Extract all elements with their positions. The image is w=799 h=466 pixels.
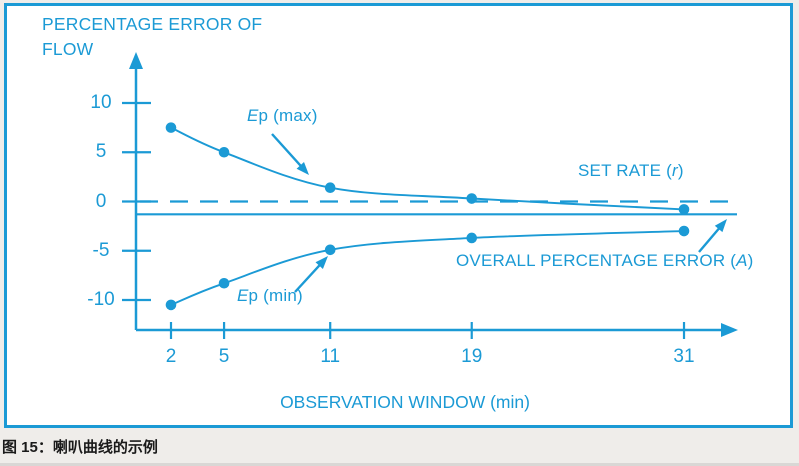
x-tick-label: 2 (165, 346, 177, 367)
y-axis-title-line1: PERCENTAGE ERROR OF (42, 14, 263, 34)
set-rate-label: SET RATE (r) (578, 161, 684, 181)
ep-min-label-rest: p (min) (248, 286, 303, 305)
y-tick-label: 10 (90, 92, 112, 113)
figure-caption: 图 15：喇叭曲线的示例 (2, 439, 158, 456)
overall-error-label: OVERALL PERCENTAGE ERROR (A) (456, 251, 754, 271)
ep-max-label-italic: E (247, 106, 259, 125)
bottom-divider (0, 463, 799, 466)
y-tick-label: -5 (92, 239, 110, 261)
ep-min-point (218, 277, 230, 289)
ep-min-label: Ep (min) (237, 286, 303, 306)
y-tick-label: 5 (95, 141, 107, 163)
set-rate-label-post: ) (677, 161, 684, 180)
x-axis-arrowhead (721, 323, 738, 337)
ep-min-callout-arrow-shaft (294, 261, 324, 293)
x-tick-label: 5 (218, 346, 230, 367)
y-axis-title-line2: FLOW (42, 39, 94, 59)
ep-max-callout-arrow-head (296, 162, 309, 175)
ep-max-point (324, 182, 336, 194)
y-axis-arrowhead (129, 52, 143, 69)
x-tick-label: 31 (673, 346, 695, 367)
set-rate-label-pre: SET RATE ( (578, 161, 672, 180)
ep-min-point (678, 225, 690, 237)
ep-min-label-italic: E (237, 286, 249, 305)
ep-min-point (165, 299, 177, 311)
y-tick-label: -10 (87, 289, 115, 310)
overall-error-callout-arrow-head (714, 219, 727, 233)
ep-max-point (466, 193, 478, 204)
x-tick-label: 19 (461, 346, 483, 367)
ep-max-point (165, 122, 177, 133)
overall-error-label-italic: A (736, 251, 748, 270)
ep-min-callout-arrow-head (315, 256, 328, 269)
x-axis-title: OBSERVATION WINDOW (min) (280, 392, 530, 412)
ep-max-label: Ep (max) (247, 106, 318, 126)
ep-min-point (466, 232, 478, 244)
ep-min-point (324, 244, 336, 256)
y-tick-label: 0 (95, 190, 107, 212)
overall-error-label-pre: OVERALL PERCENTAGE ERROR ( (456, 251, 737, 270)
overall-error-label-post: ) (747, 251, 754, 270)
overall-error-callout-arrow-shaft (698, 224, 723, 253)
ep-max-callout-arrow-shaft (271, 133, 305, 170)
x-tick-label: 11 (320, 346, 341, 367)
ep-max-point (218, 146, 230, 158)
ep-max-point (678, 204, 690, 215)
ep-max-label-rest: p (max) (258, 106, 318, 125)
set-rate-label-italic: r (671, 161, 678, 180)
